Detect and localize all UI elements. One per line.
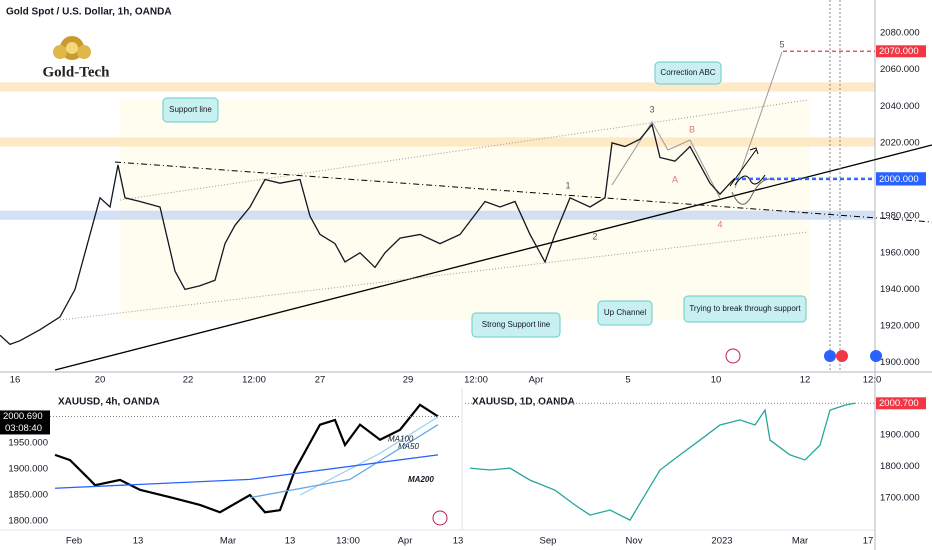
price-line [0, 123, 736, 346]
x-tick-label: 13 [133, 536, 144, 547]
annotation-box [597, 300, 653, 326]
wave-label: 5 [779, 39, 784, 49]
x-tick-label: 27 [315, 375, 326, 386]
x-tick-label: 12:00 [242, 375, 266, 386]
channel-fill [120, 100, 810, 320]
series-label: MA50 [398, 442, 419, 451]
x-tick-label: Apr [398, 536, 413, 547]
y-tick-label: 1800.000 [880, 461, 920, 472]
lightning-icon [725, 348, 741, 364]
y-tick-label: 1920.000 [880, 321, 920, 332]
annotation: Trying to break through support [689, 304, 801, 313]
y-tick-label: 1900.000 [8, 463, 48, 474]
y-tick-label: 2060.000 [880, 64, 920, 75]
chart-title: XAUUSD, 1D, OANDA [472, 397, 575, 408]
projection-line [734, 51, 783, 189]
y-tick-label: 2040.000 [880, 101, 920, 112]
x-tick-label: 17 [863, 536, 874, 547]
price-label-box [0, 410, 50, 435]
wave-label: A [672, 174, 678, 184]
y-tick-label: 1900.000 [880, 357, 920, 368]
wave-label: 3 [649, 104, 654, 114]
wave-label: 1 [565, 180, 570, 190]
x-tick-label: 22 [183, 375, 194, 386]
logo: Gold-Tech [43, 36, 111, 80]
price-line [469, 402, 856, 521]
arrow [729, 147, 759, 187]
y-tick-label: 1980.000 [880, 211, 920, 222]
x-tick-label: Nov [626, 536, 643, 547]
y-tick-label: 2080.000 [880, 27, 920, 38]
y-tick-label: 1700.000 [880, 493, 920, 504]
wave-label: 4 [717, 219, 722, 229]
y-tick-label: 1950.000 [8, 437, 48, 448]
annotation: Up Channel [604, 308, 646, 317]
flag-icon [870, 350, 882, 362]
x-tick-label: 13 [285, 536, 296, 547]
series-label: MA200 [408, 475, 434, 484]
wave-label: B [689, 124, 695, 134]
price-label: 2000.000 [879, 174, 919, 185]
x-tick-label: 20 [95, 375, 106, 386]
y-tick-label: 1800.000 [8, 516, 48, 527]
price-line [54, 454, 439, 489]
y-tick-label: 1900.000 [880, 430, 920, 441]
flag-icon [824, 350, 836, 362]
x-tick-label: 13:00 [336, 536, 360, 547]
x-tick-label: Sep [540, 536, 557, 547]
lightning-icon [432, 510, 448, 526]
zone [0, 137, 875, 147]
chart-title: XAUUSD, 4h, OANDA [58, 397, 160, 408]
x-tick-label: 2023 [711, 536, 732, 547]
x-tick-label: 16 [10, 375, 21, 386]
x-tick-label: 5 [625, 375, 630, 386]
price-label-box [876, 397, 926, 410]
price-label: 2000.700 [879, 398, 919, 409]
zigzag-alt [731, 178, 776, 205]
x-tick-label: 12:00 [464, 375, 488, 386]
price-line [299, 416, 439, 496]
wave-path [611, 121, 721, 199]
zone [0, 82, 875, 92]
annotation: Support line [169, 105, 212, 114]
y-tick-label: 2020.000 [880, 137, 920, 148]
x-tick-label: Apr [529, 375, 544, 386]
x-tick-label: 29 [403, 375, 414, 386]
series-label: MA100 [388, 435, 414, 444]
chart-title: Gold Spot / U.S. Dollar, 1h, OANDA [6, 7, 172, 18]
price-label: 2070.000 [879, 46, 919, 57]
x-tick-label: 10 [711, 375, 722, 386]
price-label: 2000.690 [3, 411, 43, 422]
channel-bottom [59, 231, 809, 321]
annotation-box [471, 312, 561, 338]
annotation: Correction ABC [660, 68, 715, 77]
y-tick-label: 1850.000 [8, 490, 48, 501]
annotation-box [162, 97, 219, 123]
price-line [249, 424, 439, 499]
wave-label: 2 [592, 231, 597, 241]
logo-text: Gold-Tech [43, 64, 111, 80]
price-line [54, 403, 439, 514]
channel-top [119, 99, 809, 201]
x-tick-label: 13 [453, 536, 464, 547]
price-label-box [876, 45, 926, 58]
annotation-box [683, 295, 807, 323]
flag-icon [836, 350, 848, 362]
x-tick-label: 12 [800, 375, 811, 386]
x-tick-label: Mar [220, 536, 236, 547]
price-sublabel: 03:08:40 [5, 423, 42, 434]
y-tick-label: 1960.000 [880, 247, 920, 258]
x-tick-label: 12:0 [863, 375, 882, 386]
price-label-box [876, 173, 926, 186]
zone [0, 210, 875, 220]
annotation: Strong Support line [482, 320, 551, 329]
annotation-box [654, 61, 722, 85]
x-tick-label: Mar [792, 536, 808, 547]
x-tick-label: Feb [66, 536, 82, 547]
strong-support-line [54, 144, 932, 371]
y-tick-label: 1940.000 [880, 284, 920, 295]
